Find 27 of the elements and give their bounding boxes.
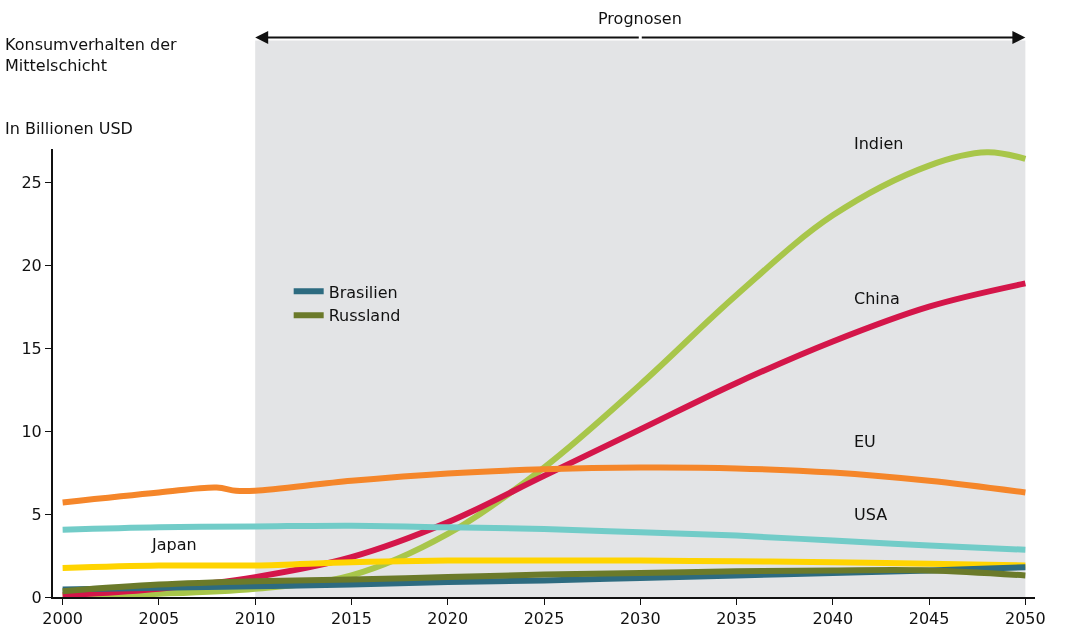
x-tick-label: 2010	[234, 609, 276, 629]
x-tick-label: 2035	[716, 609, 757, 629]
series-label: EU	[854, 432, 876, 451]
x-tick-label: 2000	[42, 609, 83, 629]
x-tick-label: 2025	[523, 609, 565, 629]
y-tick-label: 10	[21, 421, 42, 441]
y-tick-label: 20	[21, 255, 42, 275]
chart-title: Konsumverhalten der Mittelschicht	[5, 35, 178, 75]
y-tick-label: 0	[31, 587, 42, 607]
series-label: USA	[854, 505, 888, 524]
x-tick-label: 2050	[1005, 609, 1046, 629]
legend-label: Brasilien	[328, 282, 398, 302]
x-tick-label: 2045	[908, 609, 950, 629]
x-tick-label: 2005	[138, 609, 180, 629]
y-tick-label: 5	[31, 504, 42, 524]
series-label: Indien	[854, 134, 904, 153]
legend-label: Russland	[328, 306, 401, 326]
band-label: Prognosen	[598, 9, 682, 28]
x-tick-label: 2040	[812, 609, 854, 629]
y-tick-label: 25	[21, 172, 42, 192]
y-tick-label: 15	[21, 338, 42, 358]
y-axis-title: In Billionen USD	[5, 119, 133, 138]
series-label: Japan	[151, 535, 197, 554]
x-tick-label: 2015	[331, 609, 372, 629]
series-label: China	[854, 289, 900, 308]
x-tick-label: 2020	[427, 609, 469, 629]
x-tick-label: 2030	[619, 609, 661, 629]
